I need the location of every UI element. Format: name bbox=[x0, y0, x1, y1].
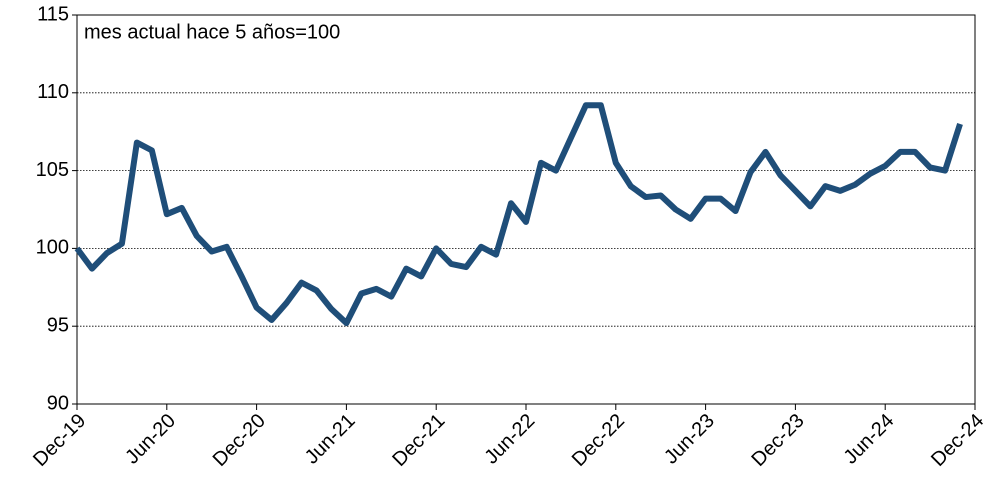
x-tick-label: Jun-24 bbox=[840, 410, 899, 469]
y-tick-label: 90 bbox=[47, 392, 69, 414]
annotation: mes actual hace 5 años=100 bbox=[84, 21, 340, 43]
x-tick-label: Jun-23 bbox=[660, 410, 719, 469]
x-tick-label: Dec-24 bbox=[927, 410, 983, 471]
x-tick-label: Dec-20 bbox=[209, 410, 270, 471]
x-tick-label: Jun-21 bbox=[301, 410, 360, 469]
line bbox=[74, 102, 963, 327]
x-tick-label: Dec-21 bbox=[388, 410, 449, 471]
x-tick-label: Jun-22 bbox=[480, 410, 539, 469]
y-tick-label: 110 bbox=[37, 81, 69, 103]
y-tick-label: 105 bbox=[36, 159, 69, 181]
x-tick-label: Dec-22 bbox=[568, 410, 629, 471]
y-tick-label: 100 bbox=[36, 237, 69, 259]
x-tick-label: Dec-23 bbox=[748, 410, 809, 471]
x-tick-label: Jun-20 bbox=[121, 410, 180, 469]
plot-frame bbox=[76, 14, 976, 405]
y-tick-label: 115 bbox=[37, 3, 69, 25]
y-tick-label: 95 bbox=[47, 314, 69, 336]
x-tick-label: Dec-19 bbox=[29, 410, 90, 471]
